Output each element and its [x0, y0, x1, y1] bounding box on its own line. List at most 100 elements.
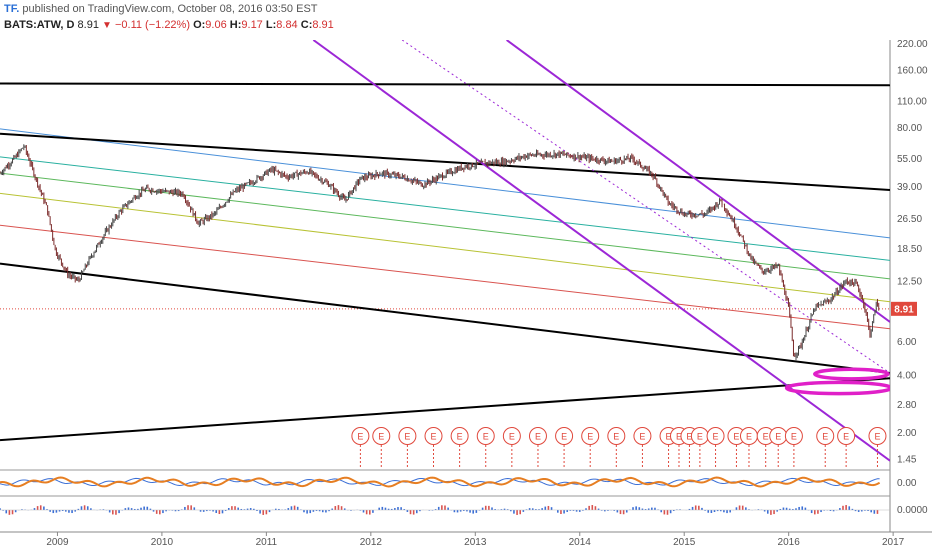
- year-tick-label: 2013: [464, 537, 487, 548]
- earnings-label: E: [535, 432, 541, 442]
- channel-median-dotted[interactable]: [401, 40, 890, 374]
- earnings-label: E: [509, 432, 515, 442]
- earnings-marker[interactable]: [502, 427, 521, 445]
- axes: 220.00 160.00 110.00 80.00 55.00 39.00 26.50 18…: [46, 39, 928, 548]
- earnings-label: E: [378, 432, 384, 442]
- earnings-marker[interactable]: [706, 427, 725, 445]
- fan-line[interactable]: [0, 156, 890, 261]
- oscillator-panes: [0, 476, 890, 515]
- year-tick-label: 2010: [151, 537, 174, 548]
- earnings-label: E: [775, 432, 781, 442]
- fan-line[interactable]: [0, 172, 890, 280]
- earnings-marker[interactable]: [450, 427, 469, 445]
- price-badge-label: 8.91: [894, 304, 914, 315]
- earnings-label: E: [613, 432, 619, 442]
- earnings-label: E: [733, 432, 739, 442]
- earnings-marker[interactable]: [398, 427, 417, 445]
- trendline-black[interactable]: [0, 262, 890, 375]
- earnings-marker[interactable]: [607, 427, 626, 445]
- price-tick-label: 2.00: [897, 428, 917, 439]
- earnings-label: E: [746, 432, 752, 442]
- earnings-label: E: [676, 432, 682, 442]
- earnings-marker[interactable]: [476, 427, 495, 445]
- price-badge: [891, 301, 917, 316]
- close-label: C:: [300, 19, 313, 31]
- earnings-label: E: [686, 432, 692, 442]
- price-tick-label: 2.80: [897, 400, 917, 411]
- earnings-marker[interactable]: [351, 427, 370, 445]
- price-tick-label: 1.45: [897, 454, 917, 465]
- fan-lines[interactable]: [0, 128, 890, 330]
- price-change: −0.11 (−1.22%): [114, 19, 190, 31]
- price-series: [0, 144, 880, 361]
- earnings-label: E: [697, 432, 703, 442]
- high-label: H:: [229, 19, 242, 31]
- osc2-axis-label: 0.0000: [897, 505, 928, 516]
- trendline-black[interactable]: [0, 132, 890, 191]
- low-label: L:: [265, 19, 277, 31]
- highlight-ellipses[interactable]: [784, 367, 891, 396]
- price-tick-label: 220.00: [897, 39, 928, 50]
- down-arrow-icon: ▼: [102, 20, 112, 31]
- earnings-marker[interactable]: [784, 427, 803, 445]
- osc1-axis-label: 0.00: [897, 478, 917, 489]
- year-tick-label: 2015: [673, 537, 696, 548]
- earnings-label: E: [357, 432, 363, 442]
- earnings-label: E: [763, 432, 769, 442]
- earnings-label: E: [843, 432, 849, 442]
- earnings-marker[interactable]: [816, 427, 835, 445]
- earnings-label: E: [483, 432, 489, 442]
- oscillator-1-line: [0, 476, 881, 488]
- earnings-label: E: [404, 432, 410, 442]
- chart-header: TF. published on TradingView.com, Octobe…: [0, 0, 890, 34]
- price-tick-label: 18.50: [897, 244, 922, 255]
- year-tick-label: 2016: [778, 537, 801, 548]
- last-price: 8.91: [77, 19, 99, 31]
- earnings-label: E: [822, 432, 828, 442]
- earnings-label: E: [457, 432, 463, 442]
- trendlines[interactable]: [0, 40, 890, 462]
- price-tick-label: 80.00: [897, 123, 922, 134]
- earnings-marker[interactable]: [555, 427, 574, 445]
- year-tick-label: 2009: [46, 537, 69, 548]
- price-tick-label: 160.00: [897, 66, 928, 77]
- price-tick-label: 55.00: [897, 154, 922, 165]
- earnings-label: E: [791, 432, 797, 442]
- year-tick-label: 2011: [256, 537, 278, 548]
- fan-line[interactable]: [0, 128, 890, 239]
- price-tick-label: 12.50: [897, 276, 922, 287]
- fan-line[interactable]: [0, 192, 890, 303]
- earnings-marker[interactable]: [424, 427, 443, 445]
- symbol-label[interactable]: BATS:ATW, D: [4, 19, 75, 31]
- publish-line: TF. published on TradingView.com, Octobe…: [4, 3, 318, 15]
- channel-line-purple[interactable]: [506, 40, 890, 323]
- trendline-black[interactable]: [0, 82, 890, 87]
- earnings-marker[interactable]: [837, 427, 856, 445]
- price-tick-label: 6.00: [897, 337, 917, 348]
- earnings-marker[interactable]: [581, 427, 600, 445]
- trendline-black[interactable]: [0, 377, 890, 442]
- earnings-marker[interactable]: [633, 427, 652, 445]
- price-tick-label: 110.00: [897, 96, 927, 107]
- publish-text: published on TradingView.com, October 08…: [22, 3, 318, 15]
- highlight-ellipse[interactable]: [784, 380, 891, 396]
- highlight-ellipse[interactable]: [813, 367, 890, 381]
- open-value: 9.06: [205, 19, 227, 31]
- price-tick-label: 39.00: [897, 182, 922, 193]
- year-tick-label: 2017: [882, 537, 905, 548]
- year-tick-label: 2012: [360, 537, 383, 548]
- ohlc-legend: BATS:ATW, D 8.91 ▼ −0.11 (−1.22%) O:9.06…: [4, 19, 334, 31]
- earnings-marker[interactable]: [372, 427, 391, 445]
- earnings-label: E: [561, 432, 567, 442]
- earnings-label: E: [874, 432, 880, 442]
- earnings-marker[interactable]: [528, 427, 547, 445]
- earnings-label: E: [587, 432, 593, 442]
- fan-line[interactable]: [0, 224, 890, 330]
- chart-frame: [0, 40, 932, 533]
- earnings-marker[interactable]: [868, 427, 887, 445]
- tradingview-logo[interactable]: TF.: [4, 3, 20, 15]
- high-value: 9.17: [241, 19, 263, 31]
- price-tick-label: 26.50: [897, 214, 922, 225]
